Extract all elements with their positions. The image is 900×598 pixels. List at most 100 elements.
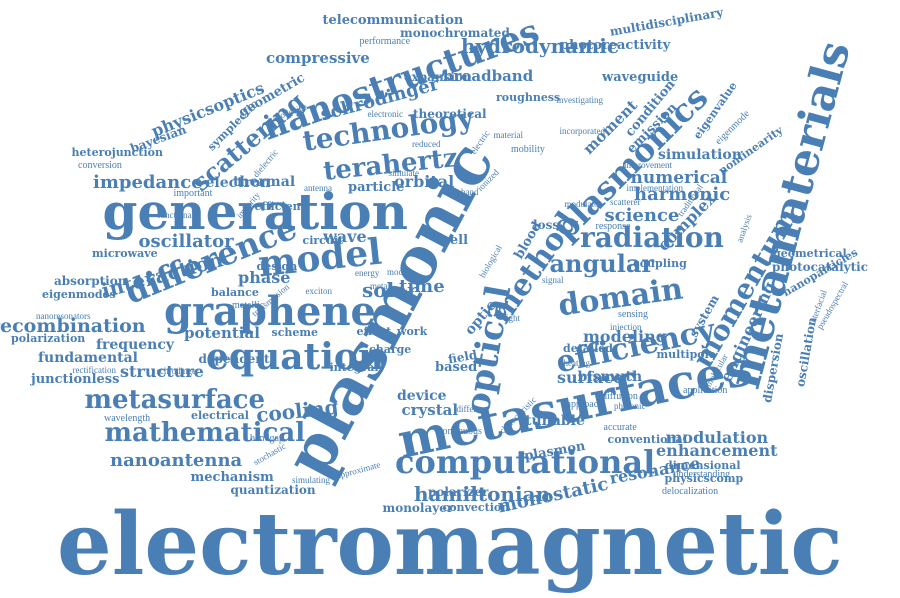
cloud-word-modeling: modeling [583,327,667,346]
cloud-word-biological: biological [477,242,504,279]
cloud-word-metal: metal [370,280,390,291]
cloud-word-hydrodynamic: hydrodynamic [461,34,620,58]
cloud-word-device: device [397,388,447,404]
cloud-word-tunable: tunable [525,413,585,429]
cloud-word-radiation: radiation [580,221,724,254]
cloud-word-electron: electron [205,175,271,191]
cloud-word-photonic: photonic [614,400,646,411]
cloud-word-conventional: conventional [607,432,687,446]
cloud-word-modulation: modulation [665,428,769,447]
cloud-word-circuit: circuit [302,233,344,247]
cloud-word-response: response [595,221,631,232]
cloud-word-oscillator: oscillator [138,231,234,252]
cloud-word-impedance: impedance [93,172,203,193]
cloud-word-photocatalytic: photocatalytic [772,260,869,274]
cloud-word-harmonic: harmonic [634,184,731,205]
cloud-word-broadband: broadband [443,66,534,85]
cloud-word-time: time [399,276,445,297]
cloud-word-telecommunication: telecommunication [322,12,464,28]
cloud-word-solar: solar [362,278,418,302]
cloud-word-signal: signal [542,274,564,285]
cloud-word-monolayer: monolayer [382,501,454,515]
cloud-word-roughness: roughness [496,90,561,104]
cloud-word-polarization: polarization [11,331,86,345]
cloud-word-functional: functional [157,209,195,220]
cloud-word-frequency: frequency [96,337,175,353]
cloud-word-scatterer: scatterer [610,196,641,207]
cloud-word-electromagnetic: electromagnetic [57,494,843,595]
cloud-word-investigating: investigating [556,94,604,105]
cloud-word-effect: effect [356,324,392,338]
cloud-word-bismuth: bismuth [577,369,643,385]
cloud-word-heating: heating [563,357,591,368]
cloud-word-different: different [456,403,488,414]
cloud-word-sensing: sensing [618,309,648,320]
cloud-word-computational: computational [395,443,656,481]
cloud-word-continuous: continuous [438,426,482,437]
cloud-word-mode: mode [387,266,407,277]
cloud-word-schrodinger: schrodinger [156,365,200,376]
cloud-word-simulation: simulation [658,147,742,163]
cloud-word-potential: potential [184,323,260,342]
cloud-word-accurate: accurate [603,422,637,433]
cloud-word-analysis: analysis [733,212,754,244]
cloud-word-oscillation: oscillation [793,316,820,388]
cloud-word-mathematical: mathematical [104,418,306,448]
cloud-word-delocalization: delocalization [662,486,719,497]
cloud-word-enhancement: enhancement [656,441,778,460]
cloud-word-electronic: electronic [367,108,403,119]
cloud-word-crystal: crystal [401,400,459,419]
cloud-word-orbital: orbital [394,172,455,191]
cloud-word-light: light [503,312,521,323]
cloud-word-reduced: reduced [412,138,441,149]
cloud-word-injection: injection [610,321,642,332]
cloud-word-important: important [173,188,213,199]
cloud-word-exciton: exciton [305,285,333,296]
cloud-word-dimensional: dimensional [665,458,741,472]
cloud-word-monochromated: monochromated [400,26,510,40]
cloud-word-equation: equation [206,336,385,378]
cloud-word-loss: loss [533,218,560,232]
cloud-word-numerical: numerical [630,167,728,188]
cloud-word-detailed: detailed [563,341,613,355]
cloud-word-band: band [461,186,479,197]
cloud-word-graphene: graphene [164,288,376,335]
cloud-word-bandgap: bandgap [250,433,284,444]
cloud-word-diffusion: diffusion [602,391,638,402]
cloud-word-wave: wave [323,227,367,246]
cloud-word-rectification: rectification [72,364,116,375]
cloud-word-nanoresonators: nanoresonators [36,310,91,321]
cloud-word-geometrical: geometrical [773,246,847,260]
cloud-word-thermal: thermal [233,174,296,190]
cloud-word-hamiltonian: hamiltonian [414,482,551,506]
cloud-word-particle: particle [348,179,405,195]
cloud-word-wavelength: wavelength [104,413,151,424]
cloud-word-convection: convection [442,500,510,514]
cloud-word-incorporated: incorporated [559,125,605,136]
cloud-word-work: work [397,324,428,338]
cloud-word-surface: surface [557,368,624,387]
cloud-word-improvement: improvement [624,159,672,170]
cloud-word-mechanism: mechanism [190,469,274,485]
cloud-word-cell: cell [442,232,469,248]
cloud-word-material: material [493,129,523,140]
cloud-word-science: science [604,205,680,226]
cloud-word-expansion: expansion [404,70,472,84]
cloud-word-approach: approach [566,399,604,410]
cloud-word-conversion: conversion [78,160,122,171]
cloud-word-multidisciplinary: multidisciplinary [608,5,724,39]
cloud-word-integral: integral [329,360,379,374]
cloud-word-antenna: antenna [304,182,332,193]
cloud-word-understanding: understanding [673,469,731,480]
cloud-word-generation: generation [102,182,408,241]
cloud-word-polarizer: polarizer [428,485,489,499]
cloud-word-theoretical: theoretical [413,107,487,121]
cloud-word-phase: phase [238,268,291,287]
cloud-word-fundamental: fundamental [38,350,138,366]
cloud-word-implementation: implementation [626,182,684,193]
cloud-word-design: design [256,259,298,273]
cloud-word-efficient: efficient [254,199,306,213]
cloud-word-metallic: metallic [232,300,265,311]
cloud-word-structure: structure [120,362,204,381]
